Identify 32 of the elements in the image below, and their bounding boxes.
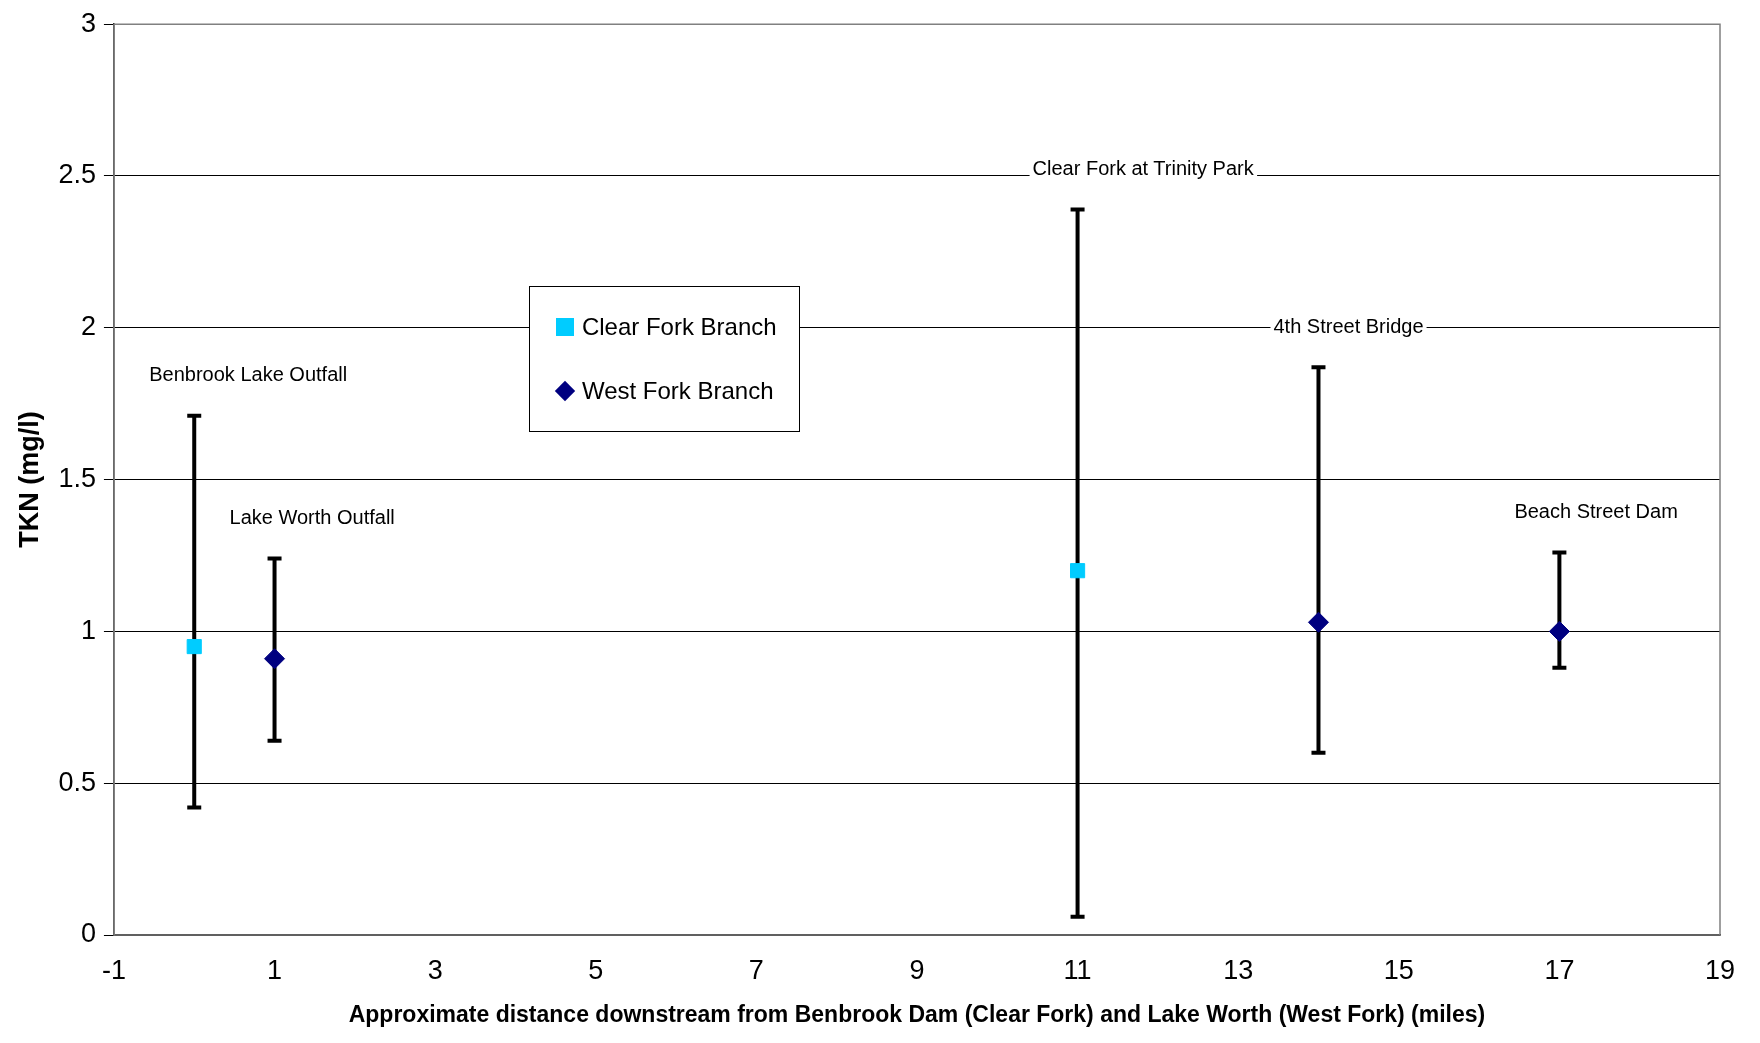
y-axis-title: TKN (mg/l) <box>13 411 44 548</box>
x-tick-label: 3 <box>427 954 443 985</box>
x-tick-label: 17 <box>1544 954 1575 985</box>
point <box>1307 611 1329 633</box>
annotation: 4th Street Bridge <box>1273 314 1424 337</box>
point <box>1070 563 1086 579</box>
x-tick-label: 15 <box>1383 954 1414 985</box>
x-tick-label: 1 <box>267 954 283 985</box>
annotation: Clear Fork at Trinity Park <box>1032 156 1255 179</box>
legend-label: West Fork Branch <box>580 376 775 407</box>
y-tick-label: 0 <box>80 918 96 949</box>
x-tick-label: 9 <box>909 954 925 985</box>
x-tick-label: 7 <box>748 954 764 985</box>
point <box>1548 620 1570 642</box>
point <box>264 648 286 670</box>
annotation: Beach Street Dam <box>1514 499 1678 522</box>
y-tick-label: 0.5 <box>58 766 96 797</box>
x-tick-label: -1 <box>101 954 126 985</box>
x-tick-label: 19 <box>1704 954 1736 985</box>
x-tick-label: 13 <box>1223 954 1254 985</box>
legend-label: Clear Fork Branch <box>580 312 777 343</box>
y-tick-label: 1 <box>80 614 96 645</box>
annotation: Lake Worth Outfall <box>229 506 395 529</box>
x-tick-label: 11 <box>1063 954 1092 985</box>
y-tick-label: 2 <box>80 311 96 342</box>
annotation: Benbrook Lake Outfall <box>149 363 348 386</box>
y-tick-label: 2.5 <box>58 159 96 190</box>
x-tick-label: 5 <box>588 954 604 985</box>
x-axis-title: Approximate distance downstream from Benbrook Dam (Clear Fork) and Lake Worth (West Fork) (miles) <box>348 1000 1486 1027</box>
y-tick-label: 1.5 <box>58 463 96 494</box>
point <box>186 639 202 655</box>
y-tick-label: 3 <box>80 7 96 38</box>
